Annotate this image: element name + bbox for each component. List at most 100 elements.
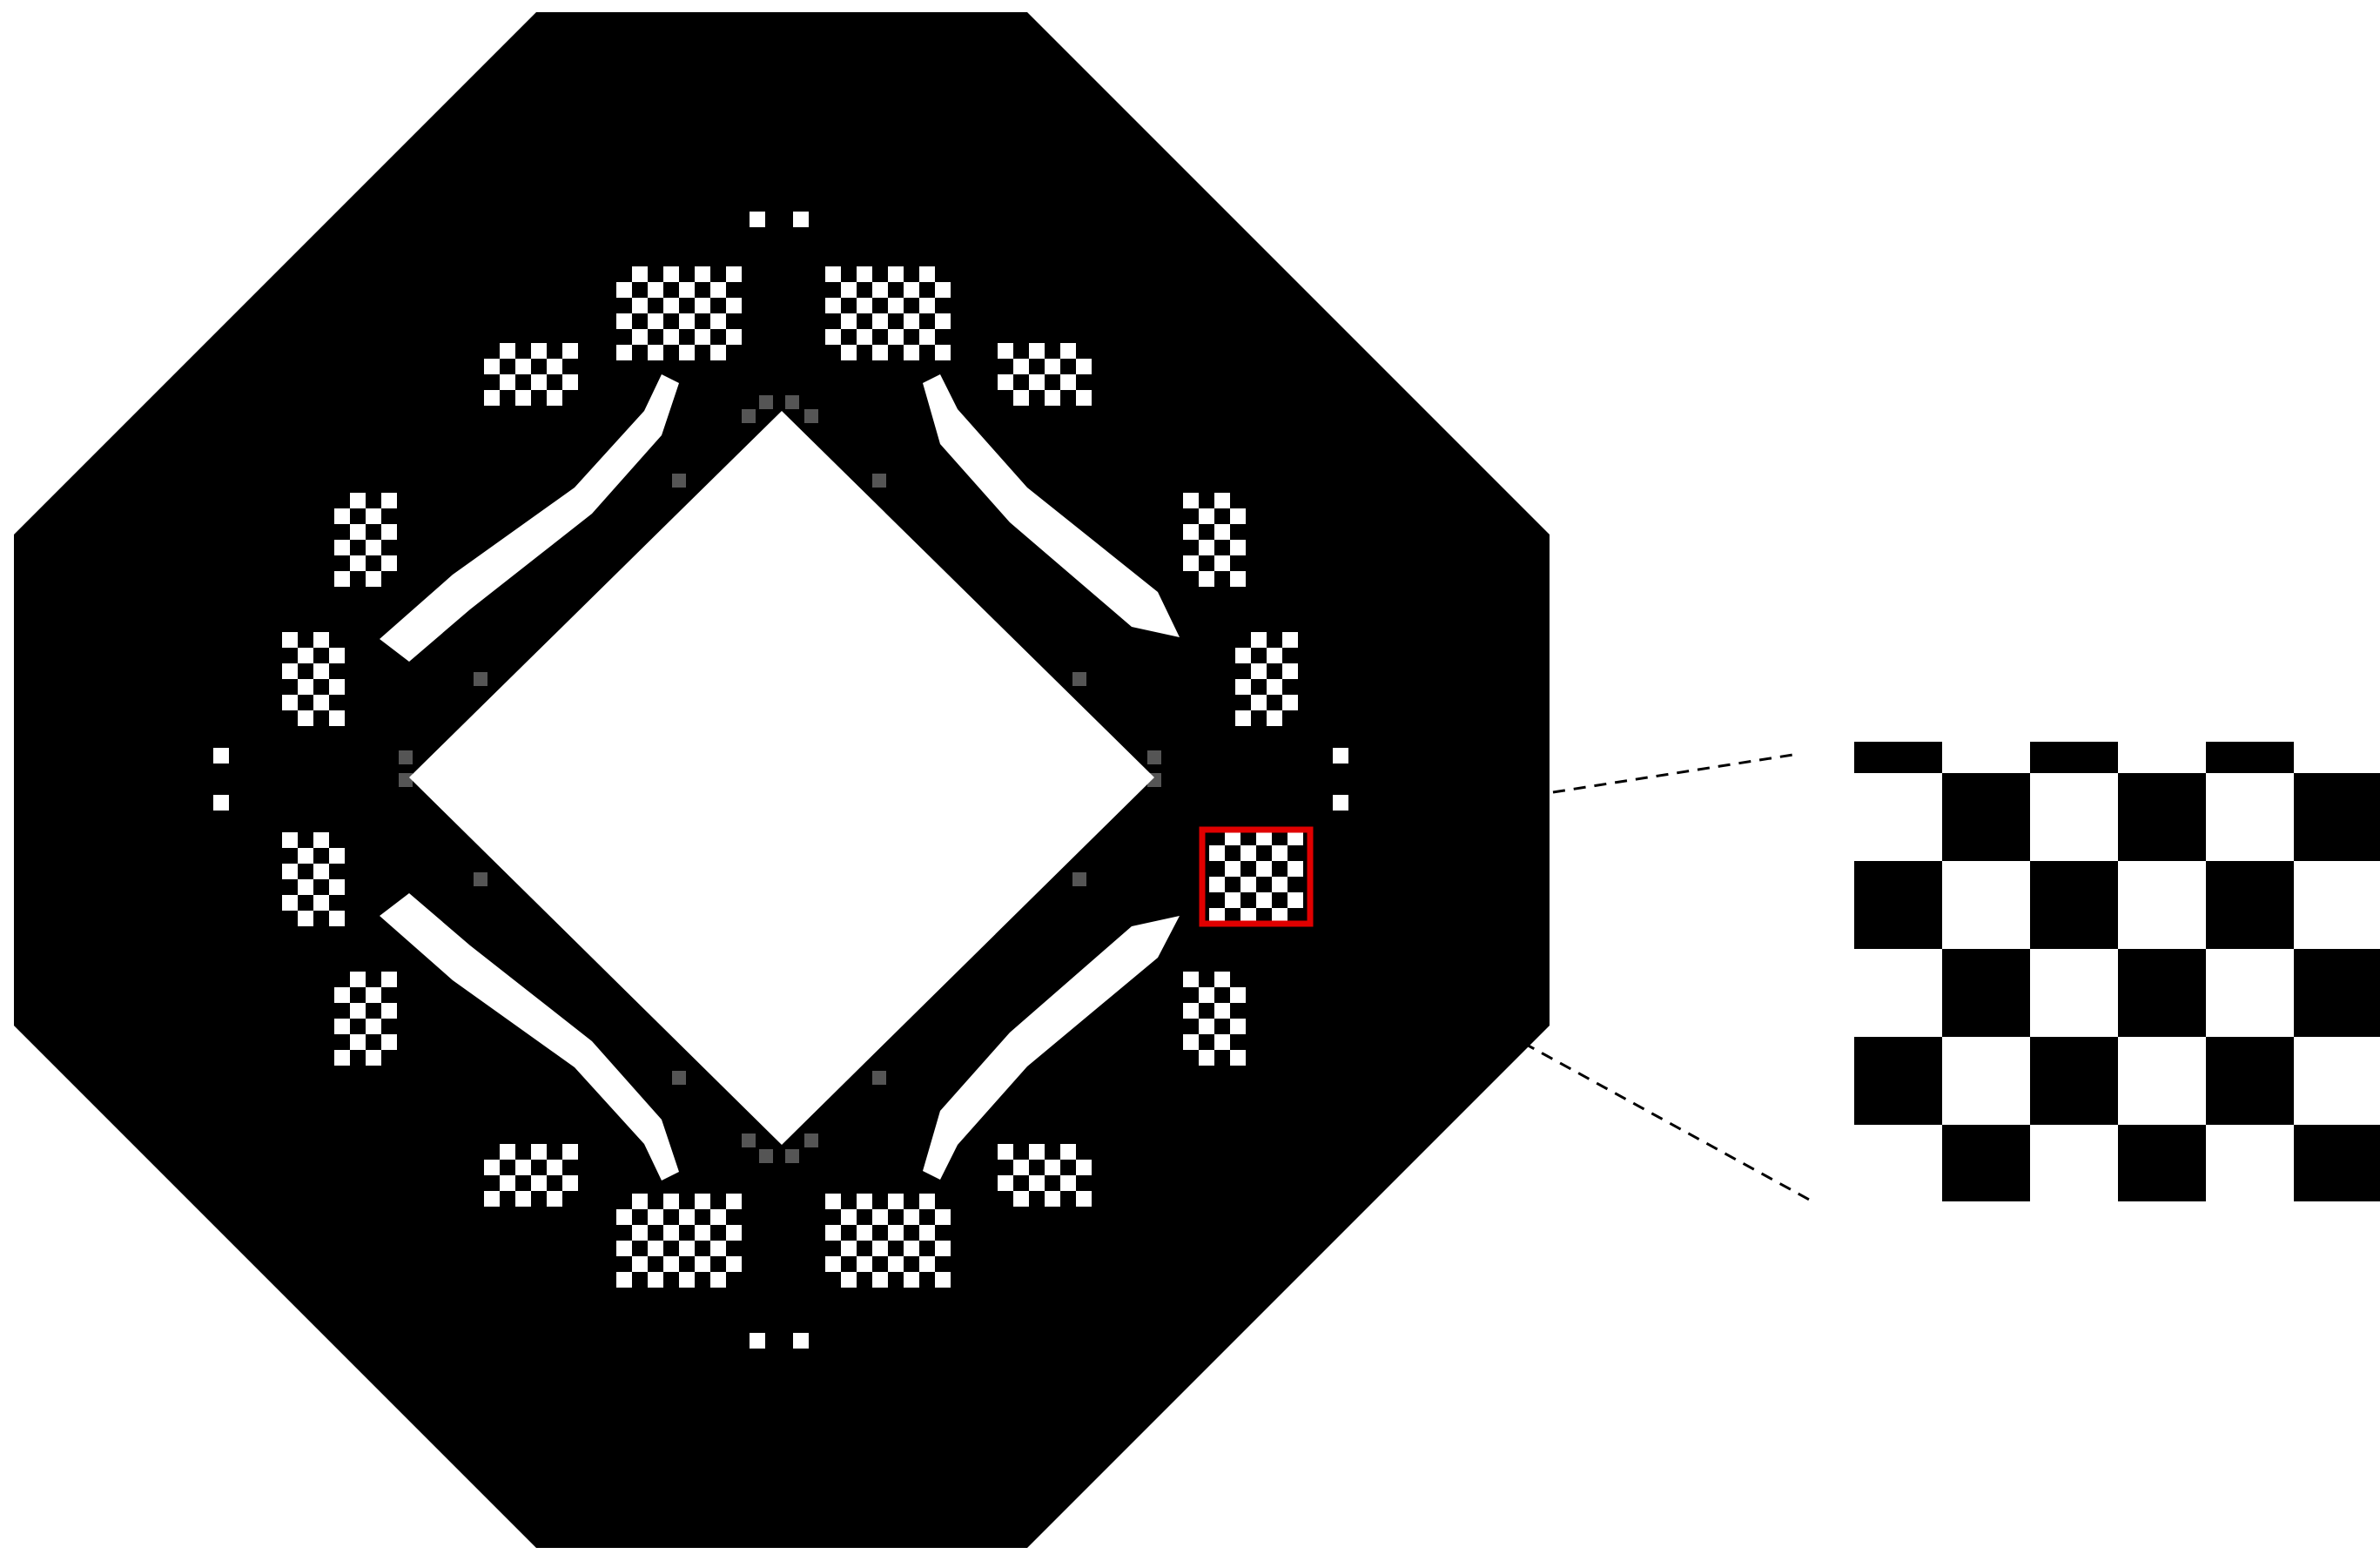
checker-cell — [282, 648, 298, 663]
intermediate-density-cells — [399, 395, 1161, 1163]
checker-cell — [632, 1272, 648, 1288]
intermediate-cell — [804, 409, 818, 423]
checker-cell — [366, 1034, 381, 1050]
checker-cell — [334, 493, 350, 508]
checker-cell — [1029, 1160, 1045, 1175]
checker-cell — [857, 345, 872, 360]
checker-cell — [515, 1144, 531, 1160]
checker-cell — [1209, 861, 1225, 877]
checker-cell — [648, 266, 663, 282]
checker-cell — [679, 1256, 695, 1272]
checker-cell — [1256, 908, 1272, 924]
checker-cell — [919, 313, 935, 329]
checker-cell — [710, 329, 726, 345]
checker-cell — [1235, 695, 1251, 710]
checker-cell — [1287, 845, 1303, 861]
intermediate-cell — [672, 1071, 686, 1085]
checker-cell — [298, 663, 313, 679]
checker-cell — [616, 1256, 632, 1272]
checker-cell — [648, 1225, 663, 1241]
checker-cell — [841, 1194, 857, 1209]
checker-cell — [1060, 1191, 1076, 1207]
checker-cell — [726, 282, 742, 298]
checker-cell — [904, 329, 919, 345]
checker-cell — [726, 345, 742, 360]
checker-cell — [1272, 861, 1287, 877]
intermediate-cell — [1072, 872, 1086, 886]
checker-cell — [1267, 663, 1282, 679]
checker-cell — [1183, 571, 1199, 587]
isolated-void-dot — [750, 1333, 765, 1349]
checker-cell — [298, 832, 313, 848]
checker-cell — [366, 493, 381, 508]
checker-cell — [298, 632, 313, 648]
checker-cell — [935, 266, 951, 282]
checker-cell — [872, 1194, 888, 1209]
checker-cell — [1230, 1034, 1246, 1050]
checker-upper-left-mid — [484, 343, 578, 406]
checker-cell — [904, 1225, 919, 1241]
checker-cell — [935, 298, 951, 313]
checker-cell — [857, 1272, 872, 1288]
checker-cell — [1251, 679, 1267, 695]
inset-top-strip — [2206, 742, 2294, 773]
checker-cell — [679, 329, 695, 345]
checker-cell — [1230, 1003, 1246, 1019]
checker-left-mid-upper — [282, 632, 345, 726]
topology-density-map — [14, 12, 1550, 1548]
checker-cell — [695, 345, 710, 360]
checker-cell — [381, 1019, 397, 1034]
checker-cell — [825, 1241, 841, 1256]
checker-cell — [1282, 710, 1298, 726]
checker-cell — [1214, 1019, 1230, 1034]
checker-cell — [616, 1194, 632, 1209]
intermediate-cell — [399, 750, 413, 764]
intermediate-cell — [1147, 750, 1161, 764]
checker-cell — [888, 1241, 904, 1256]
checker-cell — [872, 1256, 888, 1272]
checker-cell — [484, 374, 500, 390]
checker-cell — [1076, 374, 1092, 390]
checker-cell — [1214, 540, 1230, 555]
checker-cell — [679, 1194, 695, 1209]
checker-cell — [334, 1034, 350, 1050]
checker-cell — [531, 1160, 547, 1175]
checker-cell — [1199, 524, 1214, 540]
checker-cell — [500, 1191, 515, 1207]
intermediate-cell — [742, 409, 756, 423]
checker-cell — [1183, 540, 1199, 555]
checker-cell — [632, 1209, 648, 1225]
checker-cell — [935, 1256, 951, 1272]
checker-cell — [329, 663, 345, 679]
checker-right-upper — [1183, 493, 1246, 587]
checker-cell — [1183, 508, 1199, 524]
intermediate-cell — [399, 773, 413, 787]
checker-cell — [1287, 877, 1303, 892]
checker-cell — [710, 298, 726, 313]
checker-cell — [1209, 830, 1225, 845]
checker-cell — [547, 1175, 562, 1191]
checker-upper-right-mid — [998, 343, 1092, 406]
checker-cell — [1076, 343, 1092, 359]
checker-cell — [313, 879, 329, 895]
checker-cell — [1199, 1003, 1214, 1019]
checker-highlighted-region — [1209, 830, 1303, 924]
inset-top-strip — [2030, 742, 2118, 773]
checker-cell — [282, 879, 298, 895]
checker-cell — [1029, 359, 1045, 374]
checker-cell — [695, 313, 710, 329]
checkerboard-regions — [213, 212, 1348, 1349]
checker-cell — [632, 313, 648, 329]
checker-cell — [1183, 1019, 1199, 1034]
intermediate-cell — [804, 1134, 818, 1147]
intermediate-cell — [742, 1134, 756, 1147]
checker-cell — [919, 1209, 935, 1225]
checker-cell — [1199, 972, 1214, 987]
checker-cell — [1267, 695, 1282, 710]
checker-cell — [1029, 1191, 1045, 1207]
checker-cell — [350, 1050, 366, 1066]
checker-cell — [663, 345, 679, 360]
checker-cell — [919, 1272, 935, 1288]
checker-cell — [298, 695, 313, 710]
